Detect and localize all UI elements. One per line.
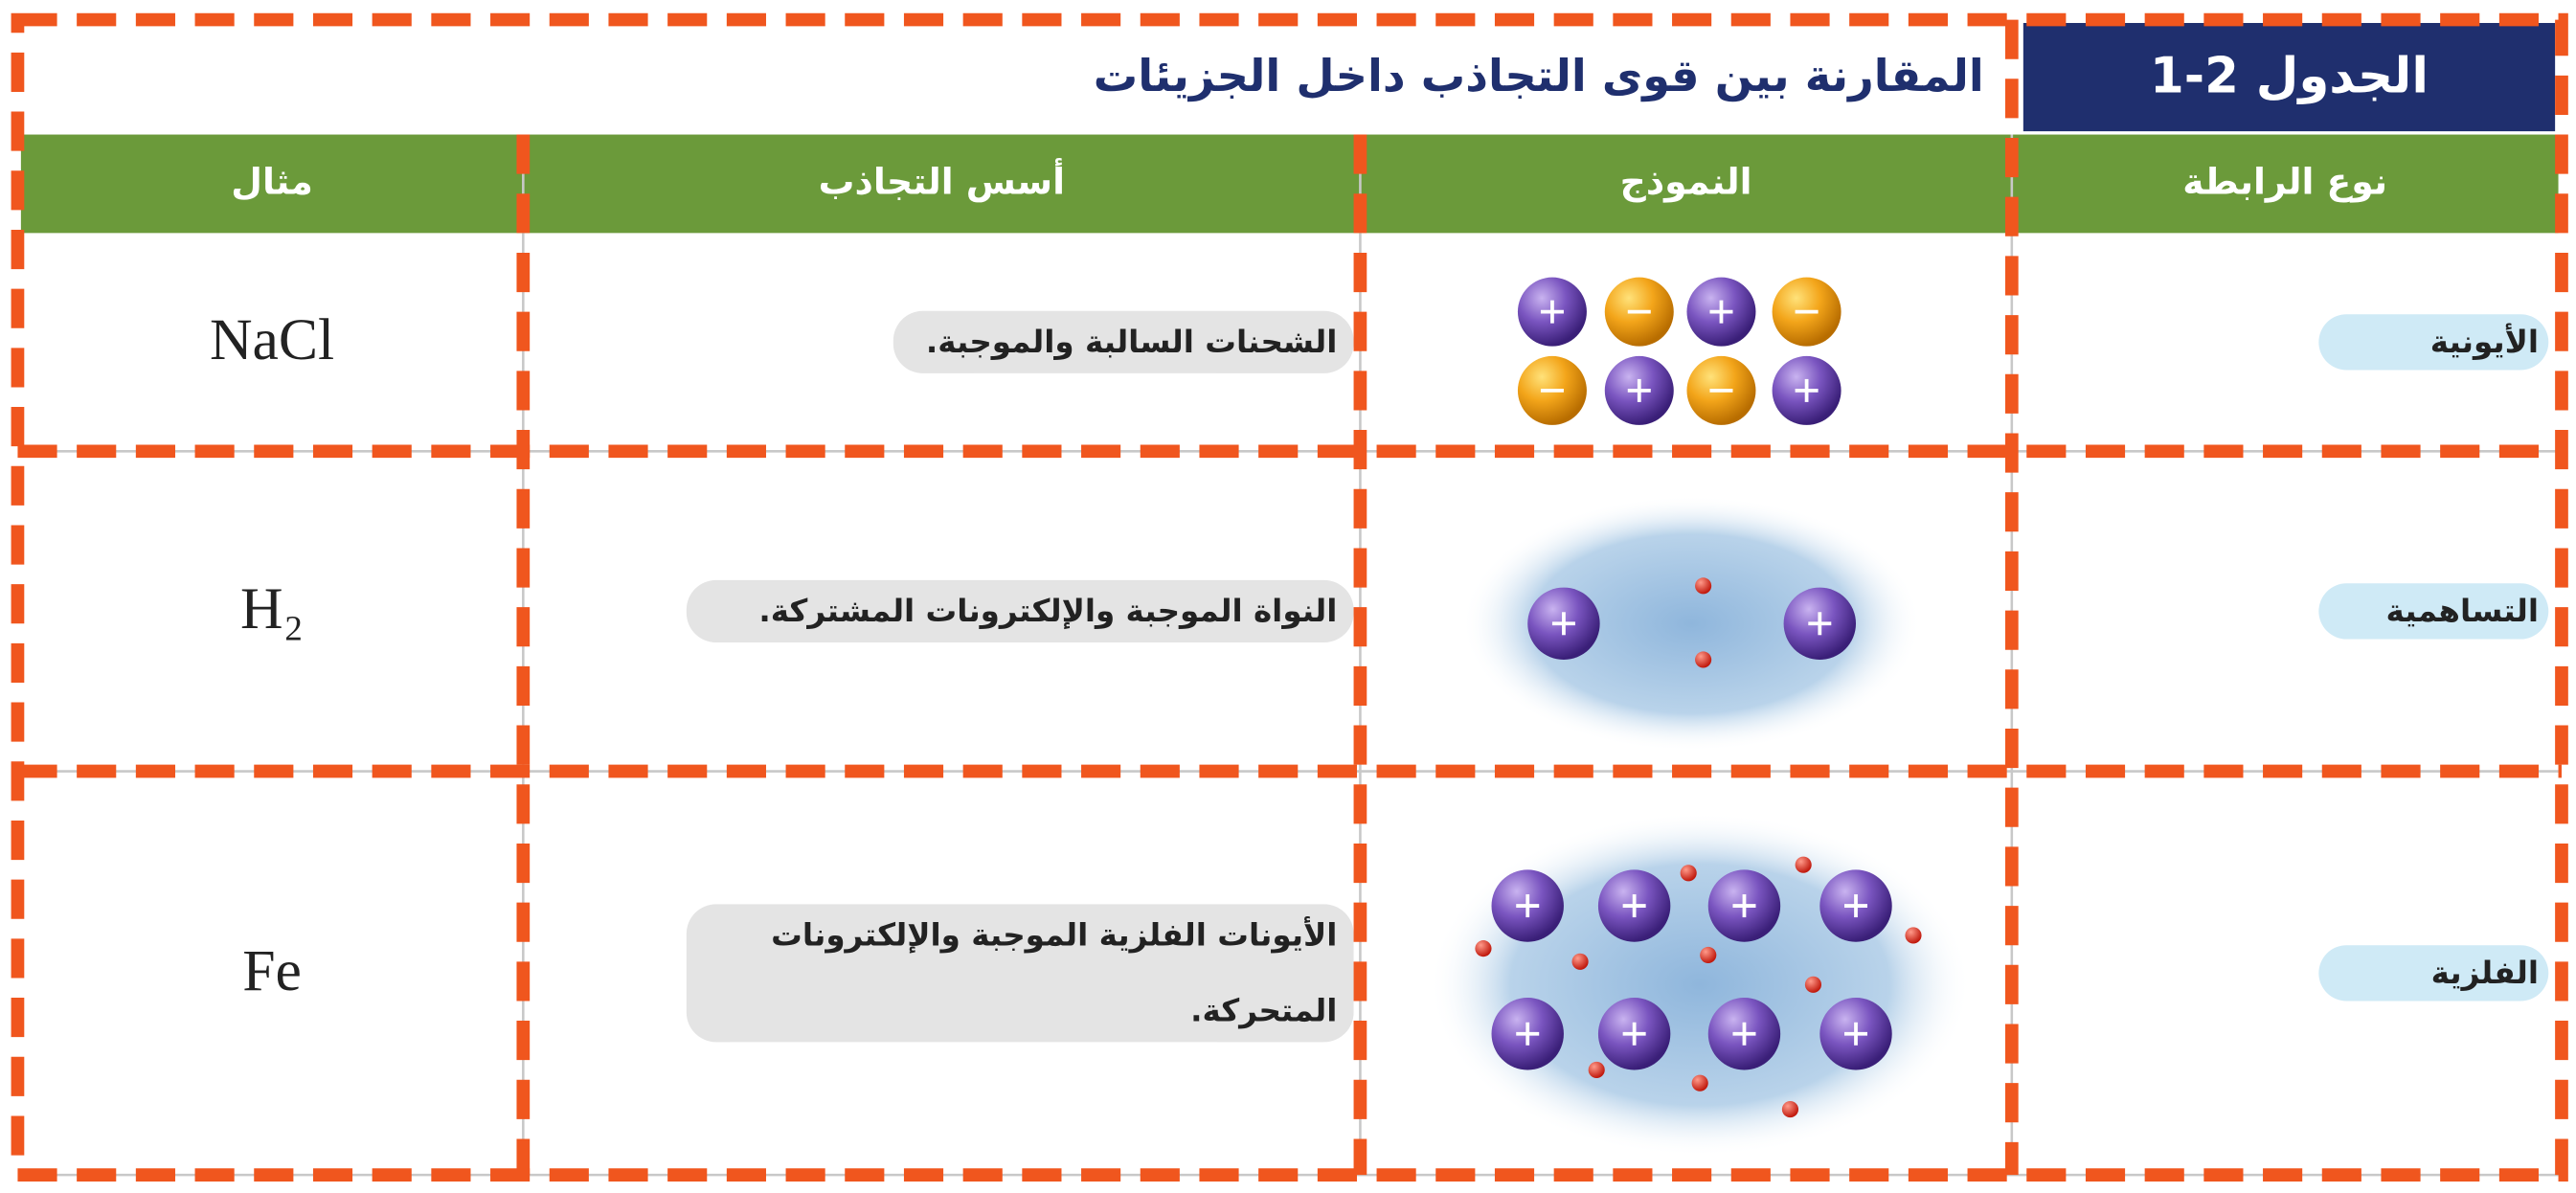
dashed-border bbox=[11, 12, 2568, 1182]
attraction-basis: الأيونات الفلزية الموجبة والإلكترونات bbox=[771, 915, 1337, 954]
electron-cloud bbox=[1461, 495, 1922, 752]
electron bbox=[1680, 865, 1697, 882]
basis-pill bbox=[686, 579, 1354, 642]
bond-pill bbox=[2318, 314, 2549, 371]
bond-type: الأيونية bbox=[2430, 322, 2539, 360]
electron bbox=[1695, 577, 1712, 595]
basis-pill bbox=[893, 310, 1354, 373]
highlight-borders bbox=[11, 12, 2568, 1182]
column-header: النموذج bbox=[1620, 160, 1752, 202]
example: NaCl bbox=[210, 307, 334, 372]
electron bbox=[1475, 940, 1492, 957]
electron bbox=[1571, 953, 1589, 970]
column-header: أسس التجاذب bbox=[819, 157, 1065, 202]
electron bbox=[1700, 946, 1717, 964]
example: H₂ bbox=[240, 576, 304, 642]
electron-sea bbox=[1429, 812, 1971, 1158]
bond-pill bbox=[2318, 945, 2549, 1002]
electron bbox=[1905, 927, 1922, 944]
column-header-row bbox=[20, 134, 2559, 234]
table-body: نوع الرابطة النموذج أسس التجاذب مثال الأيوني… bbox=[20, 134, 2559, 1177]
electron bbox=[1804, 976, 1822, 993]
attraction-basis: المتحركة. bbox=[1190, 992, 1337, 1028]
electron bbox=[1695, 651, 1712, 668]
example: Fe bbox=[242, 938, 302, 1003]
attraction-basis: الشحنات السالبة والموجبة. bbox=[926, 324, 1337, 360]
bond-type: الفلزية bbox=[2431, 955, 2539, 991]
bond-pill bbox=[2318, 583, 2549, 640]
attraction-basis: النواة الموجبة والإلكترونات المشتركة. bbox=[758, 593, 1337, 629]
table-title: المقارنة بين قوى التجاذب داخل الجزيئات bbox=[1094, 50, 1984, 101]
electron bbox=[1691, 1074, 1708, 1092]
column-header: مثال bbox=[231, 160, 313, 202]
column-header: نوع الرابطة bbox=[2182, 160, 2387, 202]
basis-pill bbox=[686, 904, 1354, 1043]
table-label: الجدول 2-1 bbox=[2150, 47, 2429, 104]
label-box bbox=[2022, 22, 2556, 132]
bond-type: التساهمية bbox=[2386, 593, 2539, 629]
electron bbox=[1795, 856, 1812, 873]
electron bbox=[1588, 1061, 1605, 1079]
electron bbox=[1781, 1101, 1799, 1118]
